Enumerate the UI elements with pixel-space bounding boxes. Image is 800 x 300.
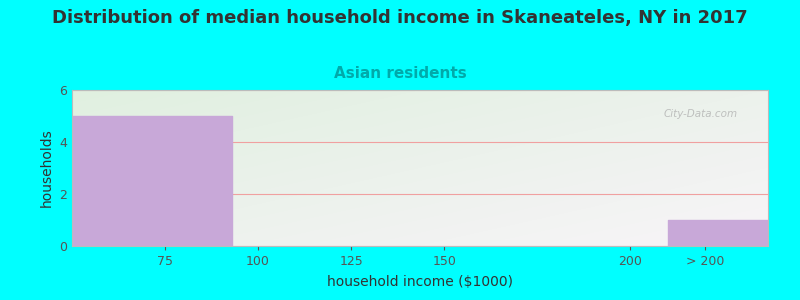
Y-axis label: households: households <box>39 129 54 207</box>
X-axis label: household income ($1000): household income ($1000) <box>327 275 513 289</box>
Text: Asian residents: Asian residents <box>334 66 466 81</box>
Text: City-Data.com: City-Data.com <box>664 109 738 119</box>
Text: Distribution of median household income in Skaneateles, NY in 2017: Distribution of median household income … <box>52 9 748 27</box>
